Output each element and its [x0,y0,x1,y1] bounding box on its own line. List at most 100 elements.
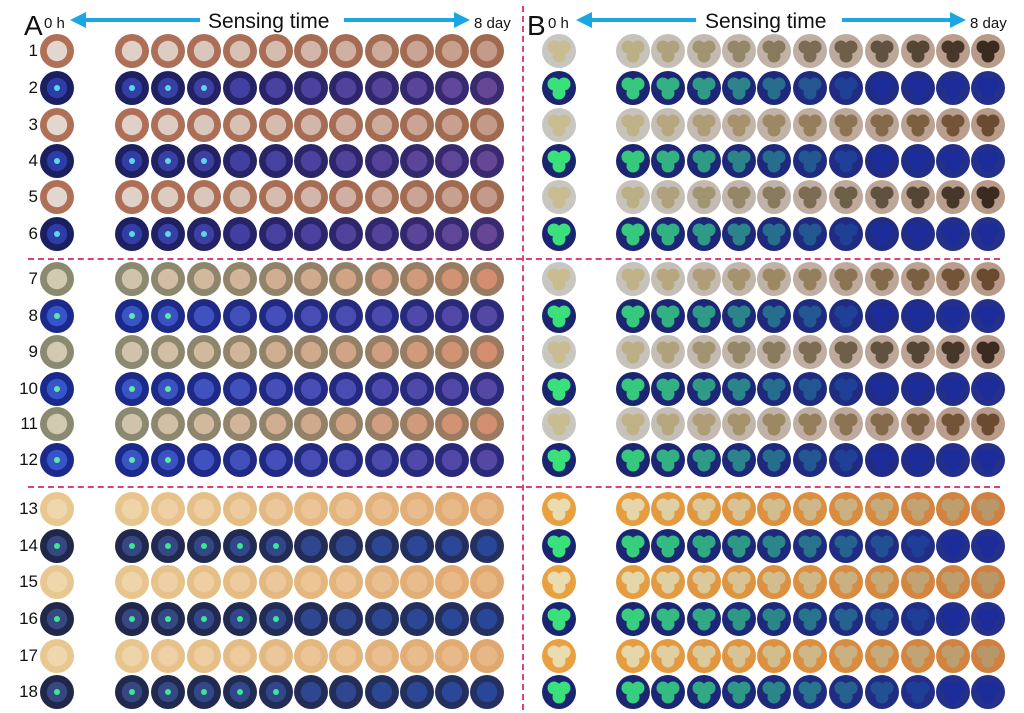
panel-a-dish [259,639,293,673]
panel-a-dish [259,602,293,636]
panel-b-dish [901,262,935,296]
panel-a-dish [470,443,504,477]
panel-a-dish [223,675,257,709]
panel-b-dish [651,180,685,214]
panel-b-dish [901,565,935,599]
panel-b-dish [542,443,576,477]
panel-a-dish [259,372,293,406]
panel-a-end-label: 8 day [474,15,511,32]
panel-b-dish [901,675,935,709]
row-label: 6 [28,224,38,243]
panel-b-dish [651,108,685,142]
dish-row [40,565,1005,599]
panel-a-dish [223,108,257,142]
panel-b-dish [793,144,827,178]
panel-a-dish [435,180,469,214]
row-label: 10 [19,379,38,398]
panel-a-dish [470,180,504,214]
row-label: 16 [19,609,38,628]
panel-a-dish [435,299,469,333]
panel-a-dish [259,180,293,214]
panel-b-dish [829,299,863,333]
panel-b-dish [865,335,899,369]
panel-a-dish [187,565,221,599]
panel-b-dish [793,217,827,251]
panel-a-dish [259,71,293,105]
panel-a-dish [294,407,328,441]
dish-row [40,299,1005,333]
panel-b-dish [542,492,576,526]
panel-a-dish [40,299,74,333]
panel-a-dish [294,443,328,477]
panel-a-dish [365,407,399,441]
panel-a-dish [400,217,434,251]
panel-b-dish [865,407,899,441]
panel-a-dish [115,71,149,105]
panel-b-dish [722,492,756,526]
row-label: 11 [20,414,38,433]
panel-a-dish [223,565,257,599]
panel-a-dish [400,407,434,441]
panel-a-dish [187,639,221,673]
panel-b-dish [687,372,721,406]
panel-a-dish [151,602,185,636]
panel-a-dish [40,262,74,296]
panel-b-dish [757,602,791,636]
panel-b-dish [936,71,970,105]
panel-a-dish [400,529,434,563]
panel-a-dish [329,529,363,563]
panel-a-dish [294,108,328,142]
panel-a-dish [435,675,469,709]
panel-a-dish [223,529,257,563]
panel-a-dish [329,565,363,599]
panel-b-dish [722,71,756,105]
panel-b-dish [542,372,576,406]
panel-a-dish [223,262,257,296]
panel-b-dish [793,639,827,673]
panel-a-dish [329,639,363,673]
panel-a-dish [365,602,399,636]
panel-a-dish [365,639,399,673]
panel-a-dish [329,372,363,406]
panel-a-dish [329,407,363,441]
panel-b-dish [936,180,970,214]
panel-a-dish [400,34,434,68]
panel-a-dish [470,407,504,441]
panel-a-dish [400,602,434,636]
panel-a-dish [294,335,328,369]
panel-b-dish [757,529,791,563]
panel-b-dish [757,71,791,105]
panel-b-dish [757,407,791,441]
panel-b-dish [936,335,970,369]
panel-b-dish [651,602,685,636]
panel-a-dish [329,492,363,526]
panel-a-dish [435,639,469,673]
panel-a-dish [115,602,149,636]
panel-b-dish [616,407,650,441]
panel-a-dish [40,71,74,105]
row-label: 14 [19,536,38,555]
panel-b-dish [829,407,863,441]
panel-b-dish [722,372,756,406]
panel-a-dish [329,108,363,142]
panel-b-dish [687,529,721,563]
panel-b-dish [936,565,970,599]
panel-a-dish [470,299,504,333]
panel-a-dish [151,675,185,709]
panel-a-dish [223,180,257,214]
panel-a-dish [223,407,257,441]
panel-a-dish [400,443,434,477]
panel-b-dish [757,262,791,296]
panel-b-dish [651,565,685,599]
panel-b-dish [542,565,576,599]
panel-b-dish [793,443,827,477]
panel-b-dish [722,407,756,441]
panel-a-dish [115,335,149,369]
panel-a-dish [329,602,363,636]
panel-b-dish [793,492,827,526]
panel-a-dish [329,443,363,477]
panel-a-dish [329,299,363,333]
panel-b-dish [865,675,899,709]
panel-a-dish [151,492,185,526]
panel-a-dish [223,335,257,369]
